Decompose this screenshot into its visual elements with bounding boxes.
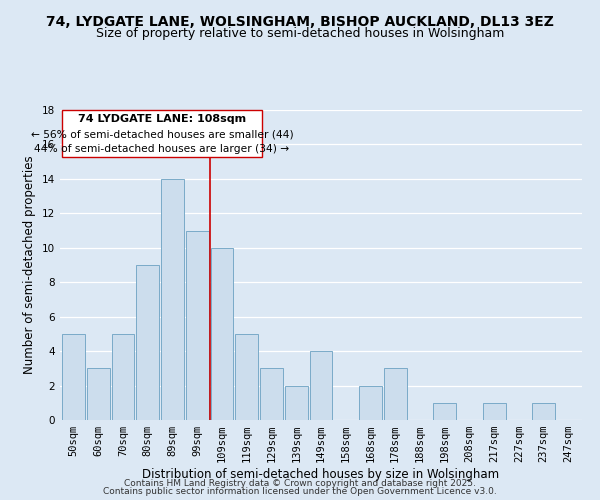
Text: 74 LYDGATE LANE: 108sqm: 74 LYDGATE LANE: 108sqm bbox=[78, 114, 246, 124]
Text: 74, LYDGATE LANE, WOLSINGHAM, BISHOP AUCKLAND, DL13 3EZ: 74, LYDGATE LANE, WOLSINGHAM, BISHOP AUC… bbox=[46, 15, 554, 29]
Bar bbox=[359, 386, 382, 420]
Bar bbox=[112, 334, 134, 420]
Bar bbox=[285, 386, 308, 420]
Bar bbox=[235, 334, 258, 420]
Bar bbox=[161, 179, 184, 420]
FancyBboxPatch shape bbox=[62, 110, 262, 156]
Bar bbox=[211, 248, 233, 420]
Bar bbox=[136, 265, 159, 420]
Bar bbox=[87, 368, 110, 420]
Bar bbox=[384, 368, 407, 420]
Text: ← 56% of semi-detached houses are smaller (44): ← 56% of semi-detached houses are smalle… bbox=[31, 130, 293, 140]
Bar bbox=[62, 334, 85, 420]
Bar bbox=[186, 230, 209, 420]
Bar bbox=[310, 351, 332, 420]
Bar bbox=[532, 403, 555, 420]
Bar bbox=[433, 403, 456, 420]
Text: Contains HM Land Registry data © Crown copyright and database right 2025.: Contains HM Land Registry data © Crown c… bbox=[124, 478, 476, 488]
X-axis label: Distribution of semi-detached houses by size in Wolsingham: Distribution of semi-detached houses by … bbox=[142, 468, 500, 481]
Text: Size of property relative to semi-detached houses in Wolsingham: Size of property relative to semi-detach… bbox=[96, 28, 504, 40]
Bar bbox=[483, 403, 506, 420]
Y-axis label: Number of semi-detached properties: Number of semi-detached properties bbox=[23, 156, 37, 374]
Text: Contains public sector information licensed under the Open Government Licence v3: Contains public sector information licen… bbox=[103, 487, 497, 496]
Bar bbox=[260, 368, 283, 420]
Text: 44% of semi-detached houses are larger (34) →: 44% of semi-detached houses are larger (… bbox=[34, 144, 290, 154]
